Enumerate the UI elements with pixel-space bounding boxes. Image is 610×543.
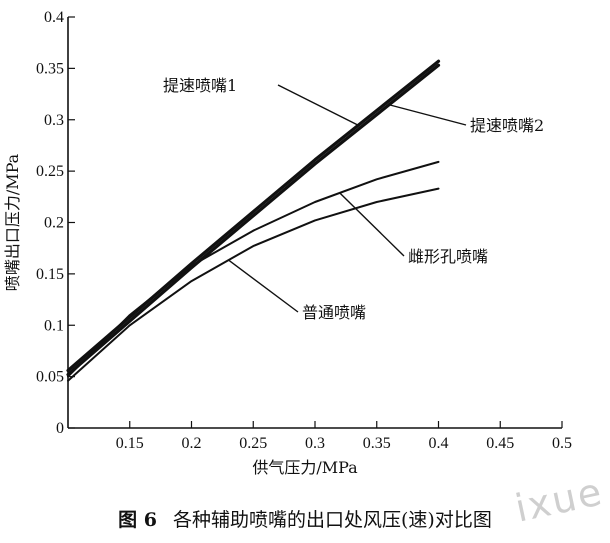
series-line-2 — [66, 63, 441, 377]
y-tick-label: 0.25 — [36, 163, 64, 180]
series-line-1 — [66, 59, 441, 373]
x-tick-label: 0.4 — [429, 435, 449, 452]
y-tick-label: 0.4 — [44, 9, 64, 26]
series-group — [66, 59, 441, 382]
y-tick-label: 0.1 — [44, 317, 64, 334]
annotation-label: 提速喷嘴2 — [470, 116, 544, 135]
x-tick-label: 0.15 — [116, 435, 144, 452]
annotation-label: 普通喷嘴 — [302, 303, 366, 322]
y-tick-label: 0 — [56, 420, 64, 437]
annotation-label: 提速喷嘴1 — [163, 76, 237, 95]
x-tick-label: 0.45 — [486, 435, 514, 452]
annotation-leader — [388, 104, 467, 126]
x-tick-label: 0.25 — [239, 435, 267, 452]
y-tick-label: 0.2 — [44, 215, 64, 232]
x-tick-label: 0.2 — [182, 435, 202, 452]
y-tick-label: 0.15 — [36, 266, 64, 283]
series-line-4 — [67, 187, 440, 382]
y-tick-label: 0.3 — [44, 112, 64, 129]
annotation-leader — [228, 259, 299, 313]
annotation-label: 雌形孔喷嘴 — [408, 247, 488, 266]
figure-caption: 图 6 各种辅助喷嘴的出口处风压(速)对比图 — [0, 505, 610, 532]
series-line-3 — [67, 160, 440, 378]
y-tick-label: 0.05 — [36, 369, 64, 386]
chart: 0.15 0.2 0.25 0.3 0.35 0.4 0.45 0.5 0 0.05 0.1 0.15… — [3, 9, 572, 477]
x-axis-title: 供气压力/MPa — [252, 458, 358, 477]
annotation-leader — [277, 84, 359, 126]
axes: 0.15 0.2 0.25 0.3 0.35 0.4 0.45 0.5 0 0.05 0.1 0.15… — [36, 9, 572, 452]
x-tick-label: 0.35 — [363, 435, 391, 452]
y-tick-label: 0.35 — [36, 60, 64, 77]
x-tick-label: 0.3 — [305, 435, 325, 452]
x-tick-label: 0.5 — [552, 435, 572, 452]
annotation-leader — [339, 192, 405, 257]
y-axis-title: 喷嘴出口压力/MPa — [3, 153, 22, 291]
figure-caption-text: 各种辅助喷嘴的出口处风压(速)对比图 — [173, 509, 492, 531]
figure-number: 图 6 — [118, 509, 157, 531]
